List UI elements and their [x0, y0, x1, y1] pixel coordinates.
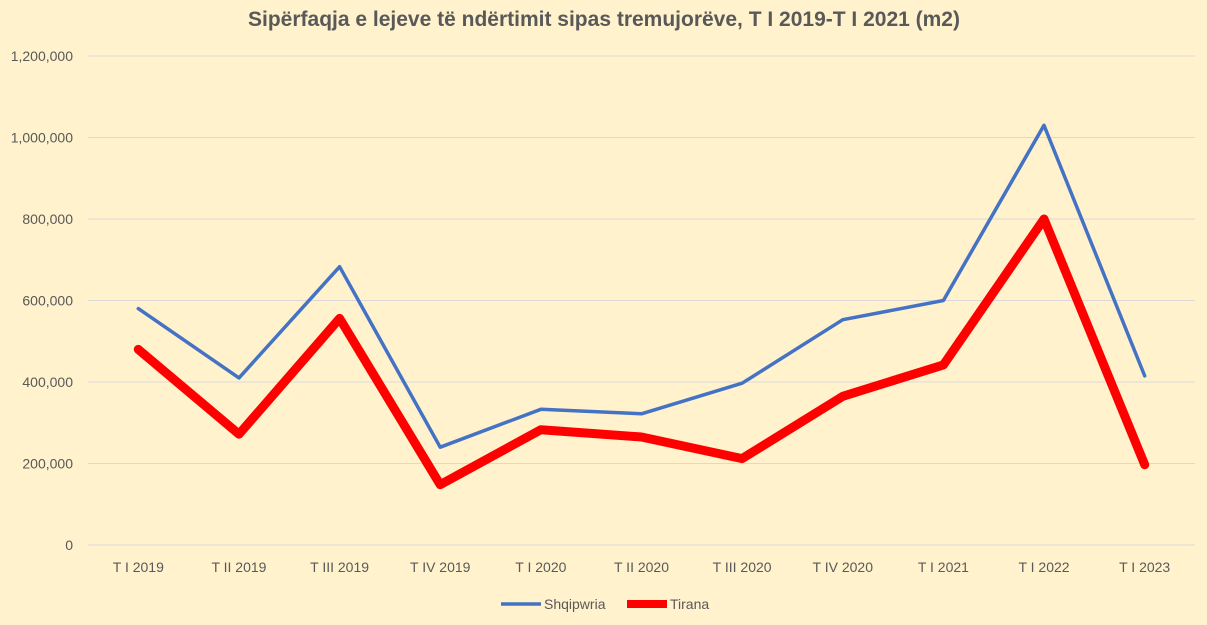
x-tick-label: T IV 2020	[813, 559, 874, 575]
legend: Shqipwria Tirana	[501, 596, 709, 612]
y-tick-label: 1,000,000	[11, 130, 73, 146]
series-line-tirana	[133, 214, 1150, 490]
series-lines	[133, 123, 1150, 490]
y-axis-ticks: 0 200,000 400,000 600,000 800,000 1,000,000 1,…	[11, 48, 74, 553]
legend-label-shqipwria: Shqipwria	[544, 596, 606, 612]
x-tick-label: T II 2020	[614, 559, 669, 575]
y-tick-label: 1,200,000	[11, 48, 73, 64]
legend-label-tirana: Tirana	[670, 596, 709, 612]
x-tick-label: T III 2019	[310, 559, 369, 575]
y-tick-label: 200,000	[22, 456, 73, 472]
y-tick-label: 400,000	[22, 374, 73, 390]
x-tick-label: T I 2020	[515, 559, 566, 575]
x-tick-label: T I 2023	[1119, 559, 1170, 575]
x-tick-label: T IV 2019	[410, 559, 471, 575]
x-tick-label: T II 2019	[211, 559, 266, 575]
x-axis-ticks: T I 2019 T II 2019 T III 2019 T IV 2019 T I …	[113, 559, 1171, 575]
x-tick-label: T I 2022	[1018, 559, 1069, 575]
gridlines	[88, 55, 1195, 546]
series-line-shqipwria	[136, 123, 1147, 449]
y-tick-label: 800,000	[22, 211, 73, 227]
x-tick-label: T I 2019	[113, 559, 164, 575]
x-tick-label: T III 2020	[713, 559, 772, 575]
y-tick-label: 600,000	[22, 293, 73, 309]
y-tick-label: 0	[65, 537, 73, 553]
x-tick-label: T I 2021	[918, 559, 969, 575]
chart-title: Sipërfaqja e lejeve të ndërtimit sipas t…	[248, 8, 960, 31]
